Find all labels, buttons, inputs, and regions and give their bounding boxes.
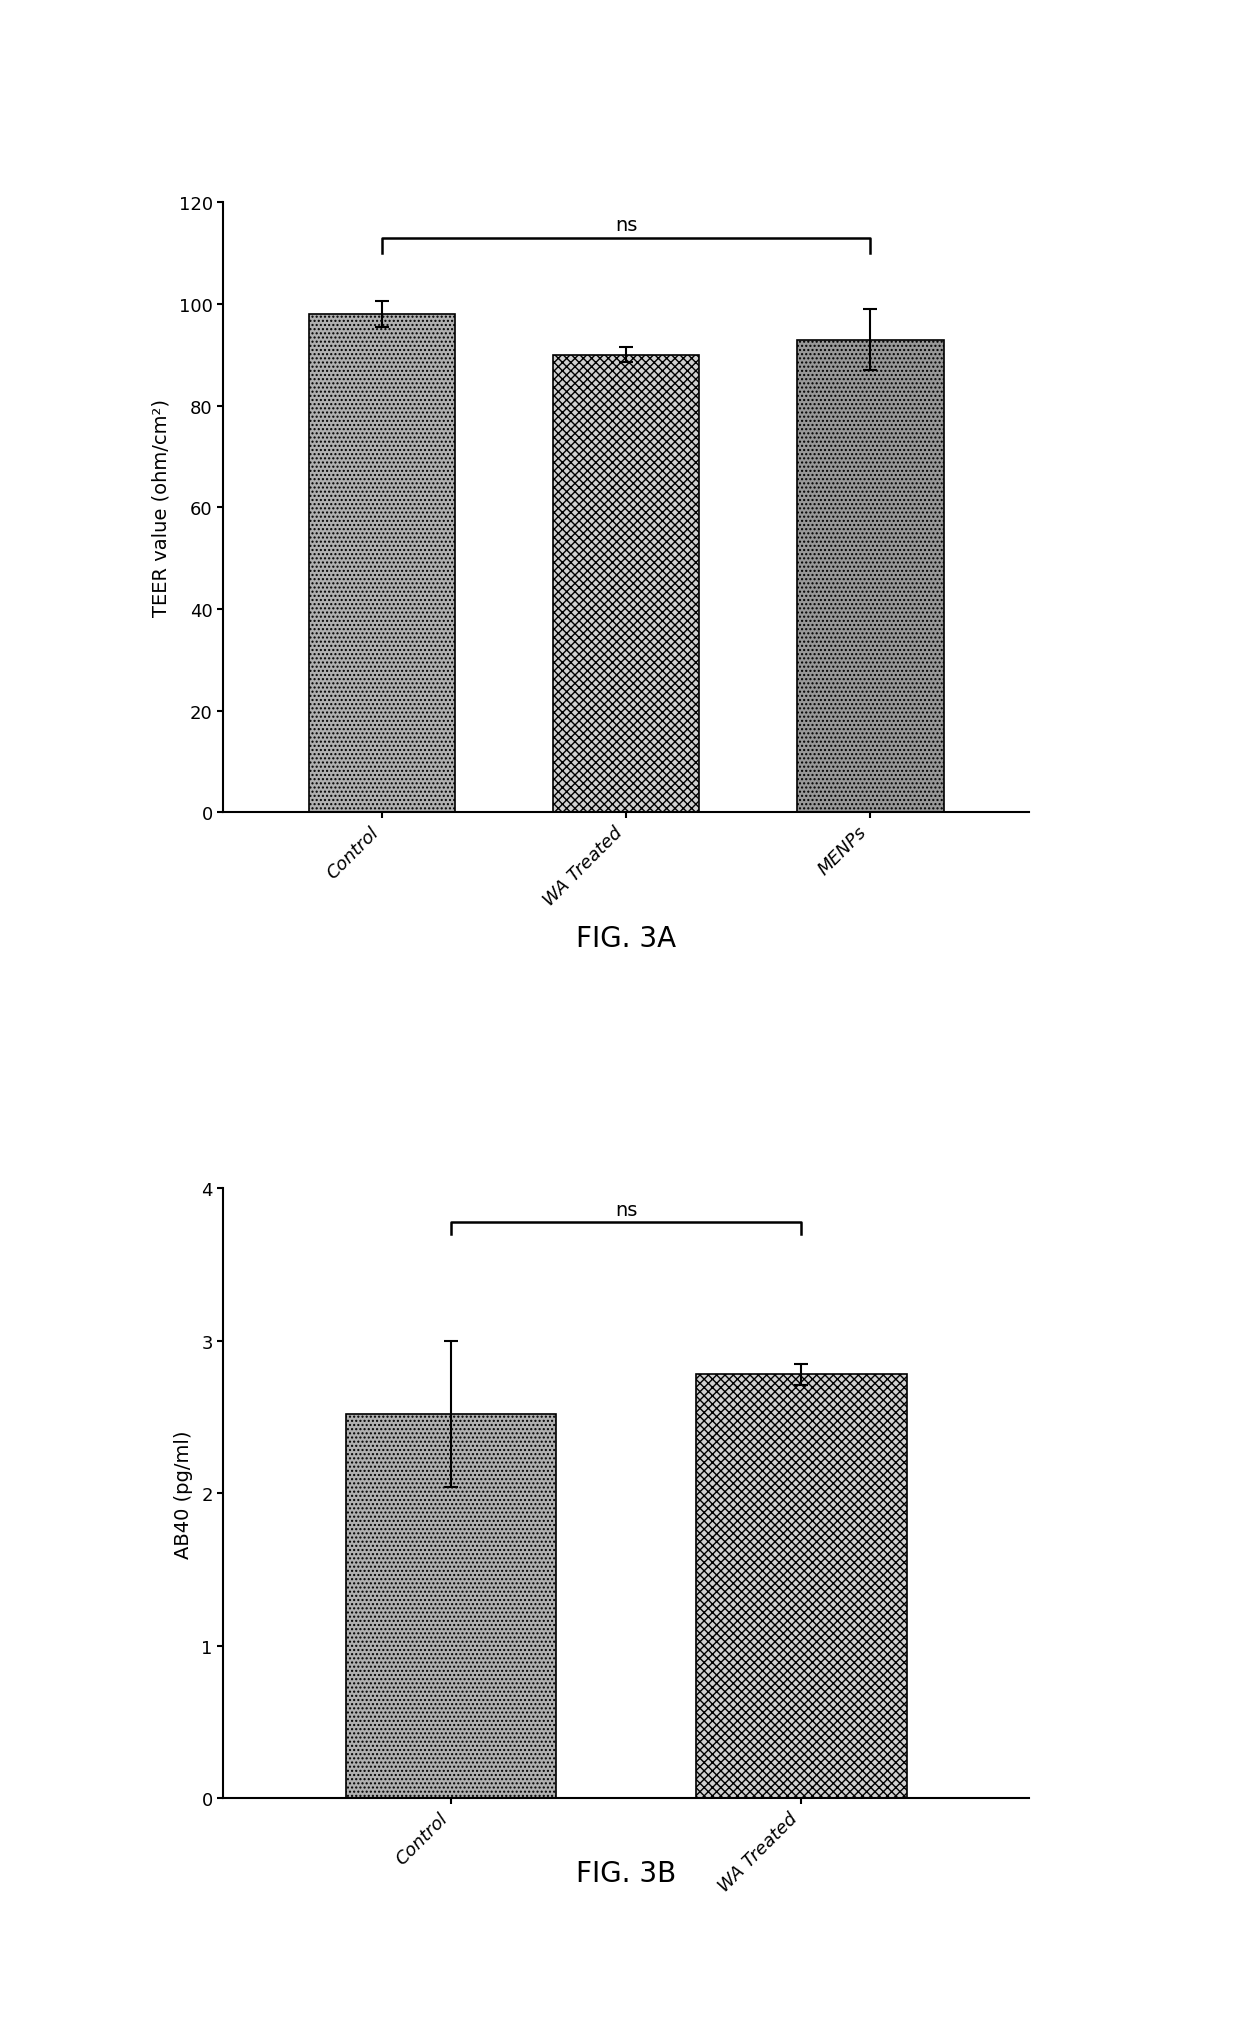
Bar [346, 1414, 556, 1798]
Bar [553, 356, 699, 813]
Text: FIG. 3A: FIG. 3A [577, 925, 676, 953]
Text: ns: ns [615, 215, 637, 236]
Text: ns: ns [615, 1201, 637, 1219]
Bar [697, 1376, 906, 1798]
Bar [797, 341, 944, 813]
Y-axis label: AB40 (pg/ml): AB40 (pg/ml) [174, 1428, 193, 1559]
Bar [309, 315, 455, 813]
Text: FIG. 3B: FIG. 3B [577, 1859, 676, 1888]
Y-axis label: TEER value (ohm/cm²): TEER value (ohm/cm²) [151, 398, 170, 618]
